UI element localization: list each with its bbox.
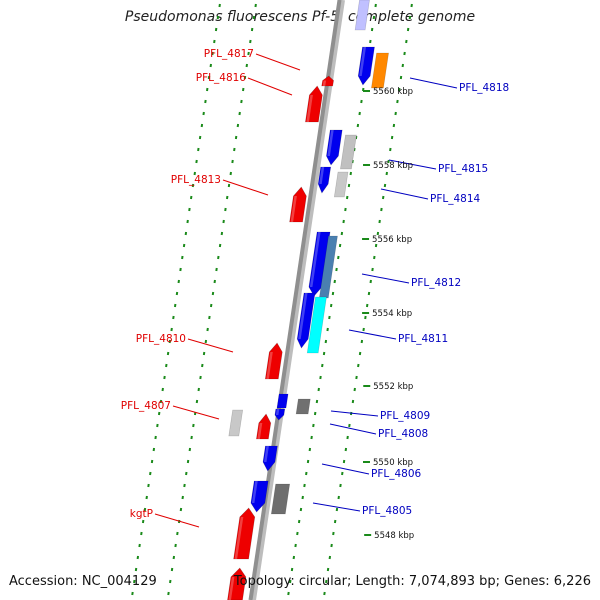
track-dots	[131, 3, 413, 596]
gene-features	[227, 0, 389, 600]
gene-feature-pfl-4813	[289, 186, 307, 223]
gene-label-pfl-4810: PFL_4810	[136, 333, 186, 345]
gene-feature-pfl-4816-shade	[306, 95, 313, 122]
gene-feature-pfl-4815-shade	[327, 130, 334, 156]
gene-feature-pfl-4817	[321, 75, 334, 87]
gene-feature-pfl-4810	[264, 342, 283, 380]
gene-feature-grey-c	[333, 171, 349, 198]
gene-feature-pfl-4810-shade	[266, 352, 273, 379]
scale-label: 5552 kbp	[373, 382, 413, 392]
scale-label: 5556 kbp	[372, 235, 412, 245]
gene-feature-pfl-4811a	[296, 292, 316, 349]
gene-labels: PFL_4817 PFL_4816 PFL_4813 PFL_4810 PFL_4807…	[121, 48, 509, 520]
gene-label-pfl-4805: PFL_4805	[362, 505, 412, 517]
gene-feature-pfl-4818	[357, 46, 375, 86]
scale-label: 5560 kbp	[373, 87, 413, 97]
gene-feature-pfl-4813-shade	[290, 196, 297, 222]
gene-feature-kgtp	[233, 507, 256, 560]
leader-line-pfl-4807	[172, 405, 220, 420]
scale-label: 5548 kbp	[374, 531, 414, 541]
gene-feature-pfl-4805-shade	[251, 481, 258, 503]
gene-feature-pfl-4814-shade	[319, 167, 325, 184]
gene-feature-pfl-4811	[306, 296, 327, 354]
leader-line-pfl-4810	[187, 338, 234, 353]
gene-feature-top-stub	[354, 0, 370, 31]
gene-label-pfl-4806: PFL_4806	[371, 468, 422, 480]
map-title: Pseudomonas fluorescens Pf-5, complete g…	[124, 9, 476, 25]
gene-feature-pfl-4811a-shade	[298, 293, 308, 339]
leader-line-pfl-4809	[330, 410, 379, 417]
gene-feature-lower-red-shade	[228, 577, 235, 600]
gene-feature-orange	[371, 52, 389, 89]
gene-label-pfl-4816: PFL_4816	[196, 72, 247, 84]
gene-feature-pfl-4812-shade	[309, 232, 321, 287]
gene-feature-kgtp-shade	[234, 517, 244, 559]
gene-label-pfl-4809: PFL_4809	[380, 410, 430, 422]
leader-line-pfl-4811	[348, 329, 397, 340]
gene-feature-pfl-4807-shade	[257, 423, 263, 439]
leader-line-pfl-4806	[321, 463, 370, 475]
leader-line-pfl-4805	[312, 502, 361, 512]
leader-line-pfl-4812	[361, 273, 410, 284]
gene-feature-grey-b	[340, 134, 357, 170]
gene-feature-pfl-4817-shade	[322, 80, 327, 86]
gene-label-kgtp: kgtP	[130, 508, 153, 520]
leader-line-pfl-4818	[409, 77, 458, 89]
gene-feature-pfl-4818-shade	[359, 47, 366, 76]
gene-feature-pfl-4808-shade	[275, 409, 280, 416]
genome-summary: Topology: circular; Length: 7,074,893 bp…	[233, 574, 591, 589]
backbone-shadow	[251, 0, 345, 600]
leader-line-pfl-4816	[247, 77, 293, 96]
genome-backbone	[248, 0, 345, 600]
scale-label: 5554 kbp	[372, 309, 412, 319]
gene-feature-pfl-4808	[274, 408, 286, 421]
gene-feature-grey-e	[270, 483, 291, 515]
leader-line-pfl-4813	[222, 179, 269, 196]
gene-label-pfl-4818: PFL_4818	[459, 82, 509, 94]
gene-feature-pfl-4806-shade	[264, 446, 269, 462]
accession-label: Accession: NC_004129	[9, 574, 157, 589]
gene-feature-grey-d	[295, 398, 311, 415]
gene-feature-steel	[318, 235, 338, 299]
scale-label: 5550 kbp	[373, 458, 413, 468]
gene-feature-pfl-4806	[262, 445, 278, 472]
gene-feature-pfl-4805	[250, 480, 269, 513]
gene-label-pfl-4814: PFL_4814	[430, 193, 481, 205]
backbone-line	[248, 0, 342, 600]
gene-feature-pfl-4816	[305, 85, 323, 123]
leader-line-pfl-4814	[380, 188, 429, 200]
leader-line-pfl-4808	[329, 423, 377, 435]
leader-line-kgtp	[154, 513, 200, 528]
gene-feature-pfl-4814	[317, 166, 332, 194]
gene-feature-grey-a	[228, 409, 244, 437]
scale-labels: 5560 kbp 5558 kbp 5556 kbp 5554 kbp 5552 kbp…	[362, 87, 414, 541]
gene-feature-small-blue	[276, 393, 289, 409]
gene-feature-pfl-4812	[308, 231, 331, 297]
gene-label-pfl-4815: PFL_4815	[438, 163, 488, 175]
label-leader-lines	[154, 53, 458, 528]
gene-label-pfl-4811: PFL_4811	[398, 333, 448, 345]
gene-label-pfl-4817: PFL_4817	[204, 48, 254, 60]
gene-label-pfl-4807: PFL_4807	[121, 400, 171, 412]
leader-line-pfl-4815	[388, 159, 437, 170]
gene-feature-lower-red	[227, 567, 247, 600]
leader-line-pfl-4817	[255, 53, 301, 71]
gene-feature-pfl-4807	[256, 413, 272, 440]
gene-label-pfl-4808: PFL_4808	[378, 428, 428, 440]
scale-label: 5558 kbp	[373, 161, 413, 171]
gene-label-pfl-4812: PFL_4812	[411, 277, 461, 289]
gene-label-pfl-4813: PFL_4813	[171, 174, 221, 186]
gene-feature-pfl-4815	[326, 129, 343, 166]
